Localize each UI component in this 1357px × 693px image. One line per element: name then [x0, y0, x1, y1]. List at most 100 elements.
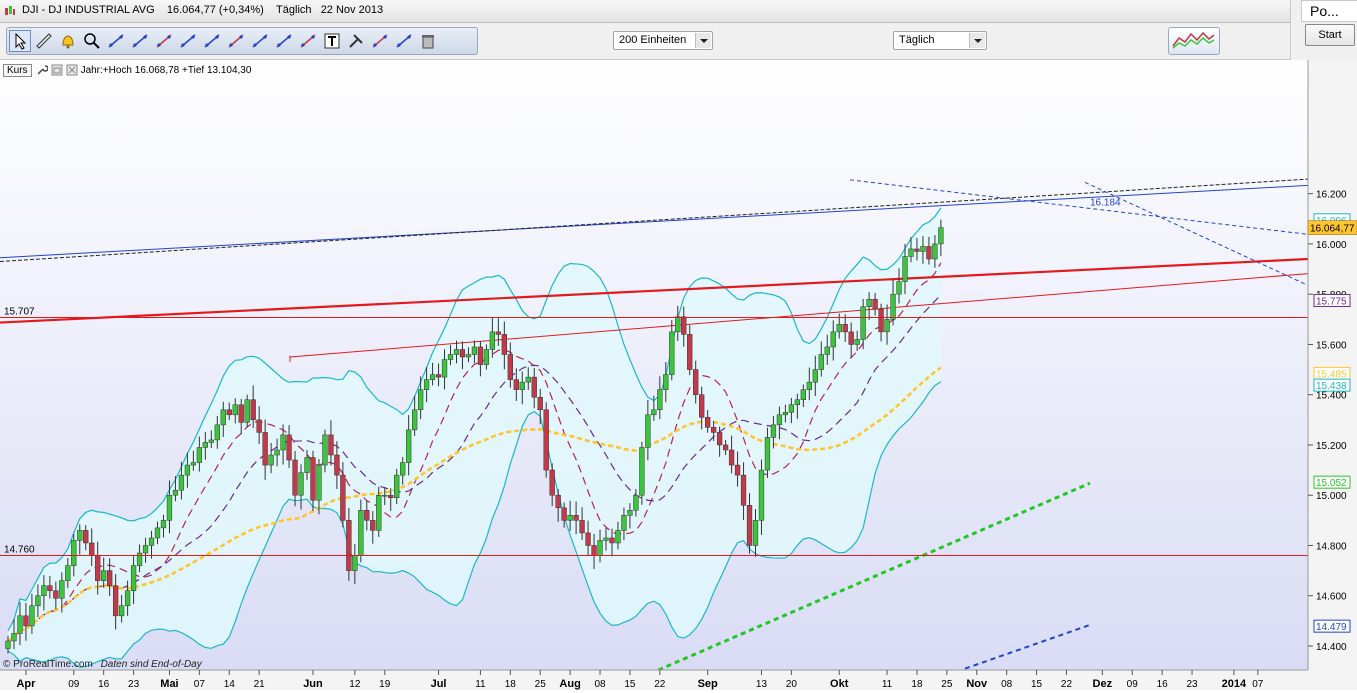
bear-candle: [609, 537, 615, 544]
upper-channel-line: [0, 184, 1309, 259]
y-tick-label: 14.800: [1316, 541, 1347, 552]
level-label: 15.707: [4, 307, 35, 318]
x-month-label: Nov: [966, 678, 988, 690]
bear-candle: [364, 510, 370, 521]
channel-icon-glyph: [156, 34, 172, 48]
cursor-icon[interactable]: [9, 30, 31, 52]
horizontal-line-icon-glyph: [204, 34, 220, 48]
bull-candle: [639, 447, 645, 496]
gann-icon-glyph: [276, 34, 292, 48]
period-label: Täglich: [276, 4, 312, 16]
bear-candle: [555, 494, 561, 509]
bull-candle: [884, 319, 890, 333]
tools-icon[interactable]: [345, 30, 367, 52]
bear-candle: [746, 505, 753, 546]
bear-candle: [310, 457, 316, 501]
window-restore-icon[interactable]: [51, 64, 63, 76]
x-month-label: Jun: [303, 678, 323, 690]
x-day-label: 11: [475, 679, 486, 690]
wave-icon-glyph: [300, 34, 316, 48]
bull-candle: [352, 555, 358, 571]
bull-candle: [525, 376, 531, 383]
trendline-icon[interactable]: [129, 30, 151, 52]
close-panel-icon[interactable]: [66, 64, 78, 76]
channel-icon[interactable]: [153, 30, 175, 52]
bear-candle: [734, 464, 741, 476]
price-chart-area[interactable]: 16.184 15.707 14.760 14.400 14.600 14.800 15…: [0, 60, 1357, 690]
start-button[interactable]: Start: [1305, 24, 1355, 46]
bear-candle: [47, 585, 53, 591]
gann-icon[interactable]: [273, 30, 295, 52]
units-select[interactable]: 200 Einheiten: [613, 31, 713, 50]
chevron-down-icon[interactable]: [969, 33, 985, 48]
alarm-bell-icon[interactable]: [57, 30, 79, 52]
x-day-label: 15: [1031, 679, 1043, 690]
bull-candle: [59, 580, 65, 599]
bear-candle: [328, 434, 334, 456]
indicator-price-label: 15.052: [1316, 478, 1347, 489]
fibonacci-icon-glyph: [108, 34, 124, 48]
x-day-label: 19: [379, 679, 391, 690]
wrench-icon[interactable]: [36, 64, 48, 76]
x-day-label: 07: [194, 679, 206, 690]
bear-candle: [477, 346, 484, 365]
x-day-label: 15: [624, 679, 636, 690]
bear-candle: [495, 331, 502, 335]
bear-candle: [459, 349, 466, 358]
y-tick-label: 15.200: [1316, 441, 1347, 452]
brand-label: © ProRealTime.com: [3, 659, 93, 670]
bull-candle: [411, 409, 418, 431]
horizontal-line-icon[interactable]: [201, 30, 223, 52]
bull-candle: [160, 520, 167, 529]
interval-select[interactable]: Täglich: [893, 31, 987, 50]
bull-candle: [657, 389, 663, 411]
indicator-price-tag: [1313, 293, 1351, 307]
candlesticks: [5, 219, 944, 654]
trash-icon[interactable]: [417, 30, 439, 52]
chevron-down-icon[interactable]: [695, 33, 711, 48]
bear-candle: [435, 374, 442, 378]
fan-icon[interactable]: [249, 30, 271, 52]
fibonacci-icon[interactable]: [105, 30, 127, 52]
bull-candle: [818, 354, 824, 370]
bull-candle: [483, 349, 490, 365]
text-icon[interactable]: [321, 30, 343, 52]
wave-icon[interactable]: [297, 30, 319, 52]
bear-candle: [334, 454, 340, 476]
bull-candle: [178, 474, 185, 491]
trend-lines: 16.184: [0, 178, 1309, 676]
ma-mid-line: [7, 294, 942, 642]
bull-candle: [627, 510, 633, 516]
panel-label[interactable]: Kurs: [3, 63, 32, 77]
bear-candle: [681, 316, 687, 335]
bear-candle: [256, 419, 262, 433]
lower-channel-line: [964, 623, 1091, 670]
ray-icon[interactable]: [177, 30, 199, 52]
bull-candle: [208, 439, 214, 443]
bull-candle: [154, 527, 161, 539]
bull-candle: [232, 404, 238, 416]
vertical-line-icon[interactable]: [225, 30, 247, 52]
bear-candle: [543, 409, 549, 471]
x-month-label: Dez: [1093, 678, 1113, 690]
bull-candle: [920, 246, 926, 252]
ruler-icon[interactable]: [33, 30, 55, 52]
bull-candle: [202, 442, 208, 448]
x-day-label: 25: [941, 679, 953, 690]
bear-candle: [531, 376, 537, 398]
chart-footer: © ProRealTime.com Daten sind End-of-Day: [3, 659, 202, 670]
price-chart[interactable]: 16.184 15.707 14.760 14.400 14.600 14.800 15…: [0, 60, 1357, 690]
ma-short-line: [7, 262, 942, 642]
arrow-down-icon[interactable]: [393, 30, 415, 52]
arrow-up-icon[interactable]: [369, 30, 391, 52]
bull-candle: [184, 464, 191, 476]
zoom-icon[interactable]: [81, 30, 103, 52]
bear-candle: [513, 379, 519, 390]
pattern-scan-button[interactable]: [1168, 27, 1220, 55]
instrument-name: DJI - DJ INDUSTRIAL AVG: [22, 4, 155, 16]
bear-candle: [53, 590, 59, 599]
x-month-label: Mai: [160, 678, 178, 690]
panel-tab[interactable]: Po...: [1301, 0, 1357, 22]
bull-candle: [101, 570, 107, 581]
bear-candle: [914, 248, 920, 252]
